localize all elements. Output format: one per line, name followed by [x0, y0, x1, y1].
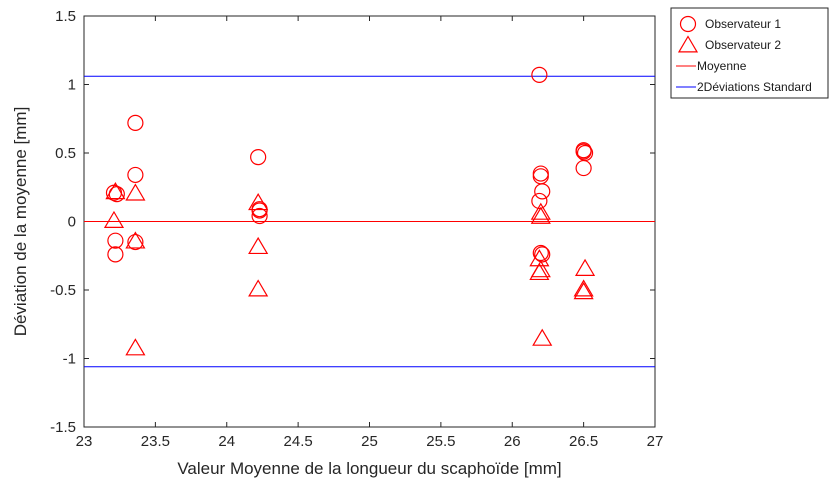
x-tick-label: 26	[504, 433, 521, 450]
data-point-circle	[107, 246, 124, 263]
y-tick-label: -1.5	[50, 419, 76, 436]
data-point-triangle	[125, 338, 146, 356]
data-point-triangle	[248, 193, 269, 211]
data-point-circle	[575, 142, 592, 159]
x-tick-label: 27	[647, 433, 664, 450]
legend: Observateur 1 Observateur 2 Moyenne 2Déviat…	[670, 7, 829, 99]
y-tick-label: -0.5	[50, 282, 76, 299]
legend-label: Moyenne	[697, 59, 747, 73]
y-axis-label: Déviation de la moyenne [mm]	[11, 107, 30, 337]
x-tick-label: 25.5	[426, 433, 455, 450]
data-point-triangle	[530, 202, 551, 220]
x-axis-label: Valeur Moyenne de la longueur du scaphoï…	[177, 459, 561, 478]
data-point-circle	[531, 192, 548, 210]
x-tick-label: 23	[76, 433, 93, 450]
data-point-triangle	[573, 282, 594, 300]
legend-box	[670, 7, 829, 99]
data-point-circle	[575, 159, 592, 177]
legend-circle-icon	[679, 15, 697, 33]
data-point-triangle	[125, 183, 146, 201]
data-point-triangle	[125, 231, 146, 249]
x-tick-label: 26.5	[569, 433, 598, 450]
y-tick-label: 1	[68, 77, 76, 94]
data-point-circle	[127, 233, 144, 251]
data-point-triangle	[529, 249, 550, 267]
data-point-triangle	[573, 279, 594, 297]
x-tick-label: 24.5	[284, 433, 313, 450]
y-tick-label: 0.5	[55, 145, 76, 162]
legend-triangle-icon	[677, 35, 699, 53]
data-point-circle	[127, 114, 144, 131]
data-point-circle	[127, 166, 144, 184]
y-tick-label: 1.5	[55, 8, 76, 25]
data-point-triangle	[530, 206, 551, 224]
y-tick-label: -1	[63, 351, 76, 368]
data-point-circle	[251, 207, 268, 225]
legend-label: 2Déviations Standard	[697, 80, 812, 94]
data-point-triangle	[105, 182, 126, 200]
data-point-triangle	[248, 279, 269, 297]
data-point-circle	[534, 183, 551, 200]
data-point-triangle	[574, 258, 596, 276]
x-tick-label: 24	[218, 433, 235, 450]
legend-label: Observateur 2	[705, 38, 781, 52]
legend-label: Observateur 1	[705, 17, 781, 31]
data-point-circle	[107, 232, 124, 249]
data-point-triangle	[530, 260, 551, 278]
data-point-circle	[251, 202, 268, 219]
y-tick-label: 0	[68, 214, 76, 231]
x-tick-label: 23.5	[141, 433, 170, 450]
data-point-triangle	[532, 328, 553, 346]
data-point-triangle	[103, 210, 125, 228]
x-tick-label: 25	[361, 433, 378, 450]
data-point-circle	[534, 246, 551, 263]
data-point-triangle	[248, 236, 269, 255]
data-point-circle	[531, 66, 548, 84]
data-point-circle	[250, 149, 267, 166]
